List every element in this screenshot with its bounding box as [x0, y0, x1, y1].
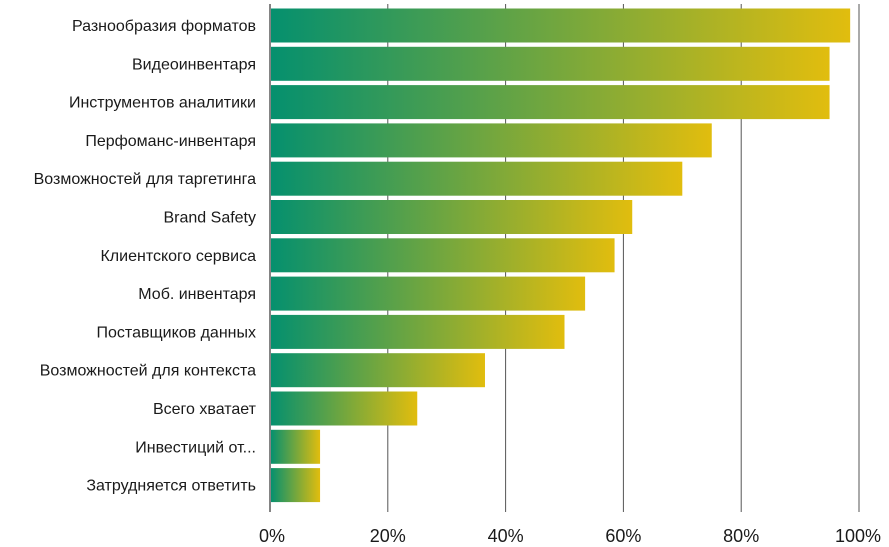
category-label: Затрудняется ответить — [86, 478, 256, 495]
bar — [271, 238, 615, 273]
category-label: Инвестиций от... — [135, 439, 256, 456]
bar — [271, 276, 586, 311]
category-label: Клиентского сервиса — [100, 248, 256, 265]
bar — [271, 314, 565, 349]
x-tick-label: 60% — [605, 526, 641, 546]
category-label: Всего хватает — [153, 401, 257, 418]
bar — [271, 46, 830, 81]
category-label: Возможностей для контекста — [40, 363, 256, 380]
bar — [271, 391, 418, 426]
category-label: Разнообразия форматов — [72, 18, 256, 35]
x-tick-label: 100% — [835, 526, 881, 546]
bar — [271, 468, 321, 503]
x-tick-label: 0% — [259, 526, 285, 546]
x-tick-label: 80% — [723, 526, 759, 546]
category-label: Поставщиков данных — [97, 324, 256, 341]
bar — [271, 161, 683, 196]
x-tick-label: 20% — [370, 526, 406, 546]
category-label: Перфоманс-инвентаря — [85, 133, 256, 150]
x-tick-label-layer: 0% 20% 40% 60% 80% 100% — [259, 526, 881, 546]
bar — [271, 85, 830, 120]
category-label-layer: Разнообразия форматов Видеоинвентаря Инстр… — [34, 18, 257, 495]
bar — [271, 200, 633, 234]
category-label: Инструментов аналитики — [69, 95, 256, 112]
category-label: Brand Safety — [164, 210, 257, 227]
bar — [271, 353, 485, 388]
category-label: Возможностей для таргетинга — [34, 171, 256, 188]
category-label: Видеоинвентаря — [132, 56, 256, 73]
bar-layer — [271, 8, 851, 503]
bar — [271, 123, 712, 158]
x-tick-label: 40% — [488, 526, 524, 546]
bar — [271, 8, 851, 43]
category-label: Моб. инвентаря — [138, 286, 256, 303]
bar — [271, 429, 321, 464]
